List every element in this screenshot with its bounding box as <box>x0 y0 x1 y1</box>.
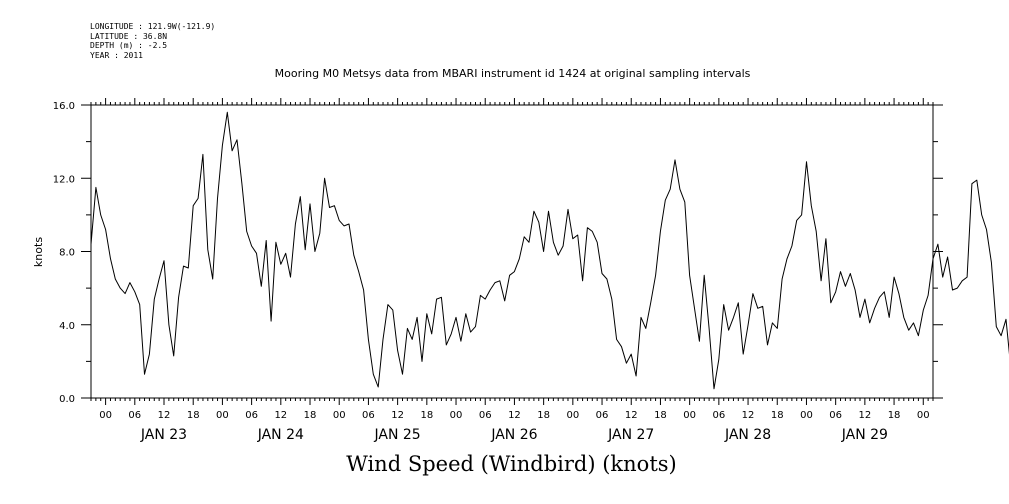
plot-frame <box>90 104 934 399</box>
series-line-wind-speed <box>90 111 1009 390</box>
x-hour-label: 00 <box>333 410 346 421</box>
x-hour-label: 12 <box>391 410 404 421</box>
x-day-label: JAN 28 <box>724 427 771 443</box>
y-tick-label: 0.0 <box>59 394 75 405</box>
x-hour-label: 00 <box>800 410 813 421</box>
x-hour-label: 06 <box>829 410 842 421</box>
footer-caption: Wind Speed (Windbird) (knots) <box>346 452 677 476</box>
x-hour-label: 06 <box>128 410 141 421</box>
x-hour-label: 06 <box>362 410 375 421</box>
depth-label: DEPTH (m) : -2.5 <box>90 41 168 50</box>
x-day-label: JAN 25 <box>374 427 421 443</box>
x-hour-label: 12 <box>158 410 171 421</box>
year-label: YEAR : 2011 <box>90 50 143 60</box>
chart-title: Mooring M0 Metsys data from MBARI instru… <box>274 67 751 80</box>
longitude-label: LONGITUDE : 121.9W(-121.9) <box>90 22 216 31</box>
x-hour-label: 00 <box>216 410 229 421</box>
x-hour-label: 06 <box>479 410 492 421</box>
x-hour-label: 00 <box>566 410 579 421</box>
x-hour-label: 18 <box>537 410 550 421</box>
x-hour-label: 18 <box>654 410 667 421</box>
x-axis: 00 06 12 18 00 06 12 18 00 06 12 18 00 06 12 18 00 06 12 18… <box>90 98 934 443</box>
x-hour-label: 12 <box>858 410 871 421</box>
y-axis: 0.0 4.0 8.0 12.0 16.0 <box>53 101 943 405</box>
x-day-label: JAN 26 <box>490 427 537 443</box>
y-tick-label: 12.0 <box>53 174 75 185</box>
x-hour-label: 00 <box>99 410 112 421</box>
x-hour-label: 18 <box>420 410 433 421</box>
x-hour-label: 12 <box>742 410 755 421</box>
x-hour-label: 00 <box>683 410 696 421</box>
y-axis-label: knots <box>32 237 45 267</box>
x-hour-label: 06 <box>712 410 725 421</box>
x-day-label: JAN 23 <box>140 427 187 443</box>
x-hour-label: 12 <box>508 410 521 421</box>
x-hour-label: 18 <box>771 410 784 421</box>
footer-caption-container: Wind Speed (Windbird) (knots) <box>0 452 1009 476</box>
x-hour-label: 00 <box>450 410 463 421</box>
x-hour-label: 18 <box>888 410 901 421</box>
y-tick-label: 4.0 <box>59 321 75 332</box>
chart-title-container: Mooring M0 Metsys data from MBARI instru… <box>0 67 1009 80</box>
x-hour-label: 00 <box>917 410 930 421</box>
x-day-label: JAN 27 <box>607 427 654 443</box>
x-hour-label: 18 <box>304 410 317 421</box>
x-day-label: JAN 24 <box>257 427 304 443</box>
x-hour-label: 12 <box>274 410 287 421</box>
x-day-label: JAN 29 <box>841 427 888 443</box>
x-hour-label: 06 <box>245 410 258 421</box>
x-hour-label: 18 <box>187 410 200 421</box>
y-tick-label: 8.0 <box>59 248 75 259</box>
x-hour-label: 12 <box>625 410 638 421</box>
x-hour-label: 06 <box>596 410 609 421</box>
y-tick-label: 16.0 <box>53 101 75 112</box>
latitude-label: LATITUDE : 36.8N <box>90 31 168 41</box>
metadata-block: LONGITUDE : 121.9W(-121.9) LATITUDE : 36… <box>90 22 215 60</box>
